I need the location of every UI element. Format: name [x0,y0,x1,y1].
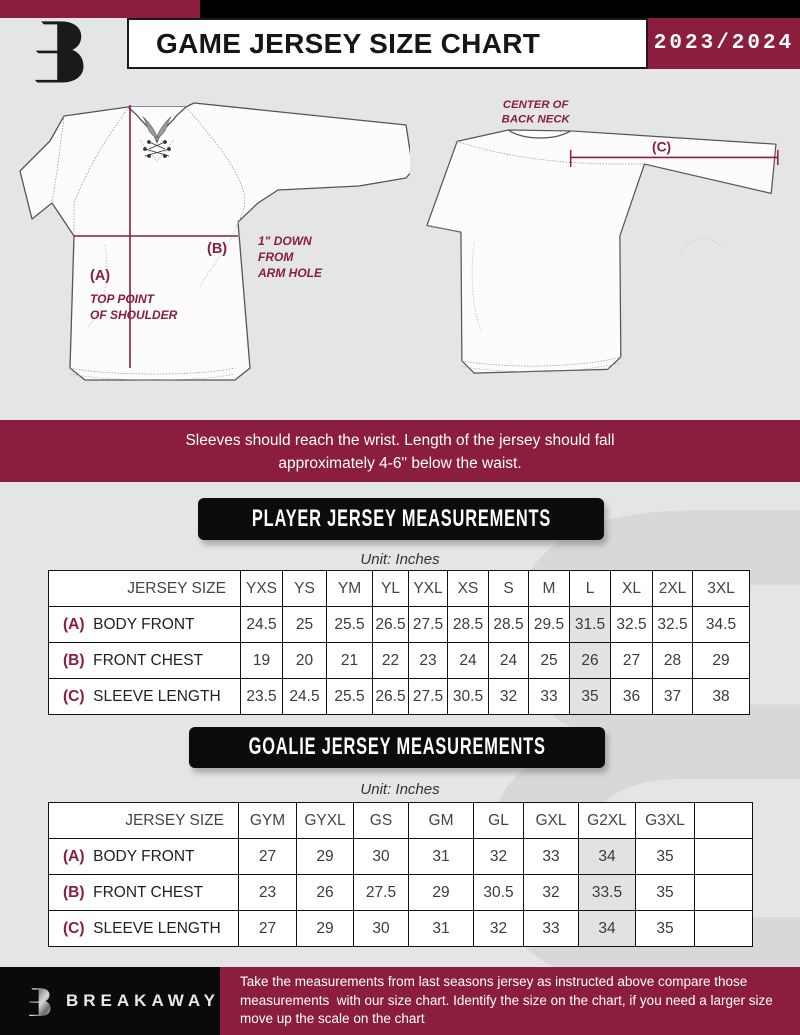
svg-text:ARM HOLE: ARM HOLE [257,266,323,280]
svg-text:OF SHOULDER: OF SHOULDER [90,308,178,322]
svg-text:TOP POINT: TOP POINT [90,292,156,306]
svg-text:BACK NECK: BACK NECK [502,113,571,125]
svg-text:(A): (A) [90,268,110,284]
svg-text:(B): (B) [207,241,227,257]
svg-text:1" DOWN: 1" DOWN [258,234,312,248]
svg-text:CENTER OF: CENTER OF [503,99,570,111]
svg-text:FROM: FROM [258,250,294,264]
svg-text:(C): (C) [652,140,671,155]
